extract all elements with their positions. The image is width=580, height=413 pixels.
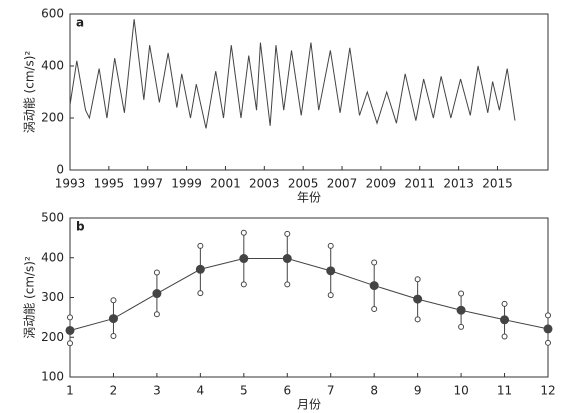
mean-point (152, 289, 162, 299)
x-tick-label: 2007 (327, 177, 358, 191)
x-tick-label: 2011 (404, 177, 435, 191)
upper-point (501, 300, 508, 307)
mean-point (456, 305, 466, 315)
mean-point (195, 264, 205, 274)
x-tick-label: 2 (110, 384, 118, 398)
mean-point (326, 266, 336, 276)
y-tick-label: 0 (56, 163, 64, 177)
upper-point (414, 276, 421, 283)
upper-point (67, 314, 73, 321)
x-tick-label: 2013 (443, 177, 474, 191)
upper-point (284, 230, 291, 237)
lower-point (414, 316, 421, 323)
lower-point (284, 281, 291, 288)
x-axis-label: 月份 (297, 398, 321, 412)
lower-point (240, 281, 247, 288)
y-axis-label: 涡动能 (cm/s)² (23, 51, 37, 134)
mean-point (500, 315, 510, 325)
x-tick-label: 12 (540, 384, 555, 398)
x-tick-label: 3 (153, 384, 161, 398)
y-tick-label: 500 (41, 211, 64, 225)
x-tick-label: 1993 (55, 177, 86, 191)
upper-point (110, 297, 117, 304)
upper-point (327, 242, 334, 249)
lower-point (67, 340, 73, 347)
x-tick-label: 2015 (482, 177, 513, 191)
x-tick-label: 2003 (249, 177, 280, 191)
lower-point (153, 311, 160, 318)
x-tick-label: 1999 (171, 177, 202, 191)
mean-point (282, 254, 292, 264)
x-tick-label: 1997 (132, 177, 163, 191)
panel-b-frame (69, 217, 549, 378)
y-tick-label: 100 (41, 370, 64, 384)
upper-point (545, 312, 551, 319)
x-tick-label: 9 (414, 384, 422, 398)
upper-point (153, 269, 160, 276)
x-tick-label: 1995 (94, 177, 125, 191)
data-line (69, 258, 549, 331)
y-tick-label: 400 (41, 250, 64, 264)
lower-point (458, 323, 465, 330)
x-tick-label: 4 (197, 384, 205, 398)
mean-point (413, 294, 423, 304)
x-tick-label: 7 (327, 384, 335, 398)
lower-point (327, 292, 334, 299)
x-tick-label: 5 (240, 384, 248, 398)
data-line (69, 19, 516, 129)
mean-point (239, 254, 249, 264)
y-tick-label: 400 (41, 59, 64, 73)
panel-label: a (76, 16, 84, 30)
mean-point (369, 281, 379, 291)
y-axis-label: 涡动能 (cm/s)² (23, 256, 37, 339)
lower-point (371, 306, 378, 313)
lower-point (501, 333, 508, 340)
lower-point (545, 339, 551, 346)
x-tick-label: 2001 (210, 177, 241, 191)
y-tick-label: 200 (41, 111, 64, 125)
y-tick-label: 300 (41, 290, 64, 304)
x-tick-label: 2005 (288, 177, 319, 191)
panel-a-frame (69, 13, 549, 171)
mean-point (543, 324, 553, 334)
y-tick-label: 200 (41, 330, 64, 344)
y-tick-label: 600 (41, 7, 64, 21)
x-tick-label: 8 (370, 384, 378, 398)
upper-point (197, 242, 204, 249)
x-tick-label: 1 (66, 384, 74, 398)
mean-point (65, 325, 75, 335)
panel-label: b (76, 220, 85, 234)
upper-point (458, 290, 465, 297)
x-tick-label: 10 (453, 384, 468, 398)
lower-point (197, 290, 204, 297)
x-tick-label: 6 (283, 384, 291, 398)
lower-point (110, 333, 117, 340)
x-tick-label: 11 (497, 384, 512, 398)
mean-point (108, 314, 118, 324)
x-tick-label: 2009 (366, 177, 397, 191)
x-axis-label: 年份 (297, 191, 321, 205)
upper-point (240, 229, 247, 236)
upper-point (371, 259, 378, 266)
